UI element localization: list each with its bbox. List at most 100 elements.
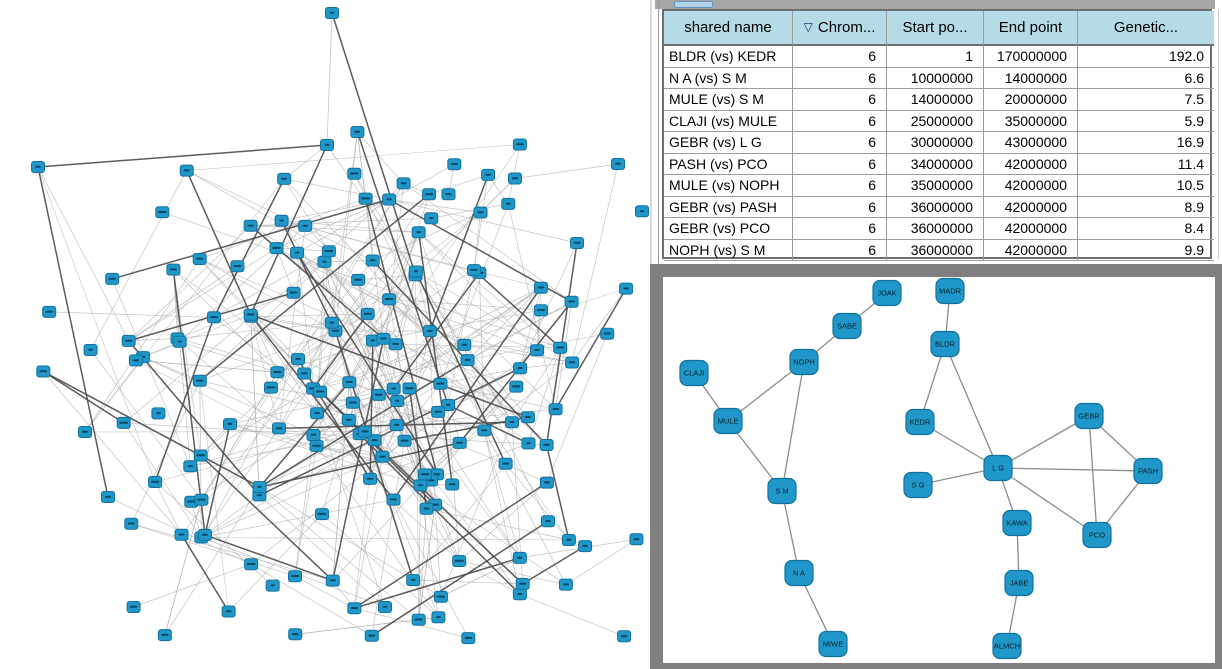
network-node[interactable] bbox=[539, 439, 554, 451]
table-cell[interactable]: CLAJI (vs) MULE bbox=[664, 110, 793, 132]
network-node[interactable] bbox=[534, 304, 548, 317]
network-node[interactable] bbox=[363, 472, 378, 485]
network-node[interactable] bbox=[342, 376, 357, 389]
network-node[interactable] bbox=[321, 245, 336, 258]
table-cell[interactable]: N A (vs) S M bbox=[664, 67, 793, 89]
network-node[interactable] bbox=[548, 403, 563, 416]
network-node[interactable] bbox=[265, 579, 280, 592]
table-cell[interactable]: NOPH (vs) S M bbox=[664, 239, 793, 261]
network-node[interactable] bbox=[192, 253, 207, 265]
network-node[interactable] bbox=[310, 407, 324, 420]
subnet-edge-noph-s-m[interactable] bbox=[781, 361, 805, 492]
subnet-node-n-a[interactable]: N A bbox=[784, 559, 814, 587]
network-node[interactable] bbox=[433, 377, 448, 390]
network-node[interactable] bbox=[126, 601, 141, 613]
network-node[interactable] bbox=[341, 413, 356, 426]
table-cell[interactable]: 42000000 bbox=[984, 218, 1078, 240]
subnet-node-joak[interactable]: JOAK bbox=[872, 279, 902, 307]
subnet-node-almch[interactable]: ALMCH bbox=[992, 632, 1022, 660]
network-node[interactable] bbox=[635, 205, 649, 218]
network-node[interactable] bbox=[419, 502, 434, 515]
table-row[interactable]: N A (vs) S M 6 10000000 14000000 6.6 bbox=[664, 67, 1214, 89]
network-node[interactable] bbox=[461, 632, 476, 645]
network-node[interactable] bbox=[306, 429, 321, 441]
network-node[interactable] bbox=[116, 416, 131, 429]
network-node[interactable] bbox=[315, 508, 329, 521]
network-node[interactable] bbox=[365, 254, 380, 267]
table-cell[interactable]: 30000000 bbox=[887, 132, 984, 154]
network-node[interactable] bbox=[309, 439, 324, 452]
network-node[interactable] bbox=[396, 177, 411, 190]
network-node[interactable] bbox=[386, 382, 401, 395]
table-cell[interactable]: 6 bbox=[793, 196, 887, 218]
network-node[interactable] bbox=[388, 338, 403, 351]
table-cell[interactable]: 20000000 bbox=[984, 89, 1078, 111]
network-node[interactable] bbox=[473, 206, 488, 219]
network-node[interactable] bbox=[539, 476, 554, 489]
table-cell[interactable]: 7.5 bbox=[1078, 89, 1214, 111]
network-node[interactable] bbox=[36, 365, 51, 378]
network-node[interactable] bbox=[553, 341, 568, 354]
network-node[interactable] bbox=[243, 308, 258, 321]
network-node[interactable] bbox=[390, 395, 405, 407]
network-node[interactable] bbox=[174, 528, 189, 541]
network-node[interactable] bbox=[565, 356, 580, 369]
network-node[interactable] bbox=[413, 479, 428, 492]
network-node[interactable] bbox=[402, 382, 417, 395]
network-node[interactable] bbox=[417, 468, 432, 481]
network-node[interactable] bbox=[358, 425, 372, 438]
network-node[interactable] bbox=[297, 367, 312, 380]
network-node[interactable] bbox=[376, 332, 391, 345]
subnet-node-mule[interactable]: MULE bbox=[713, 407, 743, 435]
horizontal-scrollbar-track[interactable] bbox=[655, 0, 1215, 9]
table-cell[interactable]: 14000000 bbox=[887, 89, 984, 111]
table-cell[interactable]: MULE (vs) S M bbox=[664, 89, 793, 111]
subnet-node-sabe[interactable]: SABE bbox=[832, 312, 862, 340]
table-cell[interactable]: 34000000 bbox=[887, 153, 984, 175]
network-node[interactable] bbox=[611, 158, 625, 170]
network-node[interactable] bbox=[269, 242, 284, 255]
network-node[interactable] bbox=[179, 164, 194, 177]
network-node[interactable] bbox=[397, 434, 412, 447]
table-row[interactable]: PASH (vs) PCO 6 34000000 42000000 11.4 bbox=[664, 153, 1214, 175]
subnet-node-gebr[interactable]: GEBR bbox=[1074, 402, 1104, 430]
network-node[interactable] bbox=[367, 434, 382, 447]
network-node[interactable] bbox=[172, 335, 187, 348]
network-node[interactable] bbox=[382, 193, 397, 206]
table-cell[interactable]: 36000000 bbox=[887, 218, 984, 240]
network-node[interactable] bbox=[512, 138, 527, 151]
network-node[interactable] bbox=[221, 605, 236, 618]
table-cell[interactable]: 36000000 bbox=[887, 239, 984, 261]
table-row[interactable]: BLDR (vs) KEDR 6 1 170000000 192.0 bbox=[664, 46, 1214, 68]
subnet-edge-l-g-pash[interactable] bbox=[997, 467, 1149, 472]
table-cell[interactable]: 6 bbox=[793, 89, 887, 111]
network-node[interactable] bbox=[194, 493, 209, 506]
network-node[interactable] bbox=[477, 424, 492, 437]
subnet-node-jabe[interactable]: JABE bbox=[1004, 569, 1034, 597]
table-cell[interactable]: 35000000 bbox=[984, 110, 1078, 132]
table-cell[interactable]: 192.0 bbox=[1078, 46, 1214, 68]
network-node[interactable] bbox=[600, 327, 615, 340]
network-node[interactable] bbox=[358, 192, 373, 205]
subnet-node-madr[interactable]: MADR bbox=[935, 277, 965, 305]
subnet-node-s-m[interactable]: S M bbox=[767, 477, 797, 505]
network-node[interactable] bbox=[157, 629, 172, 642]
network-node[interactable] bbox=[408, 265, 423, 278]
network-node[interactable] bbox=[288, 570, 302, 583]
network-node[interactable] bbox=[317, 255, 332, 268]
table-cell[interactable]: 42000000 bbox=[984, 196, 1078, 218]
table-cell[interactable]: 6 bbox=[793, 153, 887, 175]
table-cell[interactable]: 1 bbox=[887, 46, 984, 68]
subnet-edge-l-g-pco[interactable] bbox=[997, 467, 1098, 536]
table-cell[interactable]: 42000000 bbox=[984, 175, 1078, 197]
network-node[interactable] bbox=[431, 611, 446, 624]
network-node[interactable] bbox=[424, 212, 439, 225]
network-node[interactable] bbox=[617, 630, 632, 643]
network-node[interactable] bbox=[192, 374, 207, 387]
network-node[interactable] bbox=[277, 172, 292, 185]
table-cell[interactable]: PASH (vs) PCO bbox=[664, 153, 793, 175]
subnet-edge-l-g-gebr[interactable] bbox=[997, 415, 1090, 469]
network-node[interactable] bbox=[298, 219, 313, 232]
table-row[interactable]: GEBR (vs) L G 6 30000000 43000000 16.9 bbox=[664, 132, 1214, 154]
network-node[interactable] bbox=[128, 354, 143, 367]
